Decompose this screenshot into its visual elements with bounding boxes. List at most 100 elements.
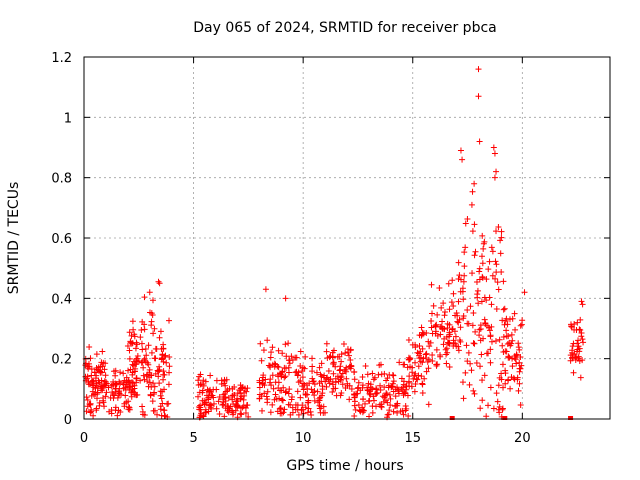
data-point xyxy=(342,350,349,357)
data-point xyxy=(131,382,138,389)
data-point xyxy=(476,268,483,275)
grid-lines xyxy=(84,57,610,419)
data-point xyxy=(466,381,473,388)
data-point xyxy=(268,382,275,389)
data-point xyxy=(323,348,330,355)
data-point xyxy=(505,353,512,360)
data-point xyxy=(567,321,574,328)
data-point xyxy=(108,382,115,389)
data-point xyxy=(216,393,223,400)
data-point xyxy=(259,374,266,381)
data-point xyxy=(155,373,162,380)
data-point xyxy=(313,369,320,376)
data-point xyxy=(267,364,274,371)
data-point xyxy=(88,366,95,373)
data-point xyxy=(411,388,418,395)
data-point xyxy=(90,391,97,398)
data-point xyxy=(144,371,151,378)
data-point xyxy=(490,144,497,151)
data-point xyxy=(518,362,525,369)
data-point xyxy=(577,374,584,381)
x-tick-label: 0 xyxy=(80,431,88,446)
data-point xyxy=(346,396,353,403)
data-point xyxy=(400,378,407,385)
data-point xyxy=(419,329,426,336)
data-point xyxy=(429,352,436,359)
data-point xyxy=(429,330,436,337)
data-point xyxy=(469,322,476,329)
data-point xyxy=(208,405,215,412)
data-point xyxy=(493,261,500,268)
data-point xyxy=(419,390,426,397)
data-point xyxy=(103,389,110,396)
data-point xyxy=(491,150,498,157)
data-point xyxy=(443,351,450,358)
data-point xyxy=(500,384,507,391)
data-point xyxy=(404,392,411,399)
data-point xyxy=(196,373,203,380)
data-point xyxy=(282,341,289,348)
data-point xyxy=(369,370,376,377)
data-point xyxy=(285,364,292,371)
data-point xyxy=(288,396,295,403)
data-point xyxy=(423,355,430,362)
data-point xyxy=(401,361,408,368)
y-tick-label: 0.4 xyxy=(51,292,72,307)
data-point xyxy=(468,201,475,208)
data-point xyxy=(275,379,282,386)
data-point xyxy=(156,380,163,387)
data-point xyxy=(376,362,383,369)
data-point xyxy=(275,347,282,354)
data-point xyxy=(259,380,266,387)
data-point xyxy=(444,320,451,327)
data-point xyxy=(345,349,352,356)
data-point xyxy=(133,339,140,346)
data-point xyxy=(150,330,157,337)
data-point xyxy=(237,405,244,412)
data-point xyxy=(161,386,168,393)
data-point xyxy=(517,401,524,408)
data-point xyxy=(364,371,371,378)
data-point xyxy=(405,337,412,344)
data-point xyxy=(457,324,464,331)
data-point xyxy=(493,269,500,276)
data-point xyxy=(230,392,237,399)
data-point xyxy=(509,363,516,370)
data-point xyxy=(467,303,474,310)
data-point xyxy=(238,393,245,400)
data-point xyxy=(226,406,233,413)
data-point xyxy=(305,399,312,406)
data-point xyxy=(240,396,247,403)
data-point xyxy=(455,298,462,305)
data-point xyxy=(322,378,329,385)
data-point xyxy=(409,369,416,376)
data-point xyxy=(485,324,492,331)
data-point xyxy=(120,381,127,388)
data-point xyxy=(348,363,355,370)
data-point xyxy=(152,345,159,352)
data-point xyxy=(394,409,401,416)
data-point xyxy=(369,403,376,410)
data-point xyxy=(149,398,156,405)
data-point xyxy=(256,395,263,402)
data-point xyxy=(213,386,220,393)
data-point xyxy=(487,359,494,366)
data-point xyxy=(570,369,577,376)
data-point xyxy=(114,394,121,401)
data-point xyxy=(503,327,510,334)
data-point xyxy=(292,406,299,413)
data-point xyxy=(125,367,132,374)
data-point xyxy=(127,366,134,373)
data-point xyxy=(440,300,447,307)
data-point xyxy=(480,240,487,247)
data-point xyxy=(474,287,481,294)
data-point xyxy=(112,388,119,395)
data-point xyxy=(511,376,518,383)
data-point xyxy=(146,309,153,316)
data-point xyxy=(95,364,102,371)
data-point xyxy=(440,341,447,348)
data-point xyxy=(499,405,506,412)
data-point xyxy=(200,377,207,384)
chart-title: Day 065 of 2024, SRMTID for receiver pbc… xyxy=(193,20,496,36)
data-point xyxy=(577,316,584,323)
